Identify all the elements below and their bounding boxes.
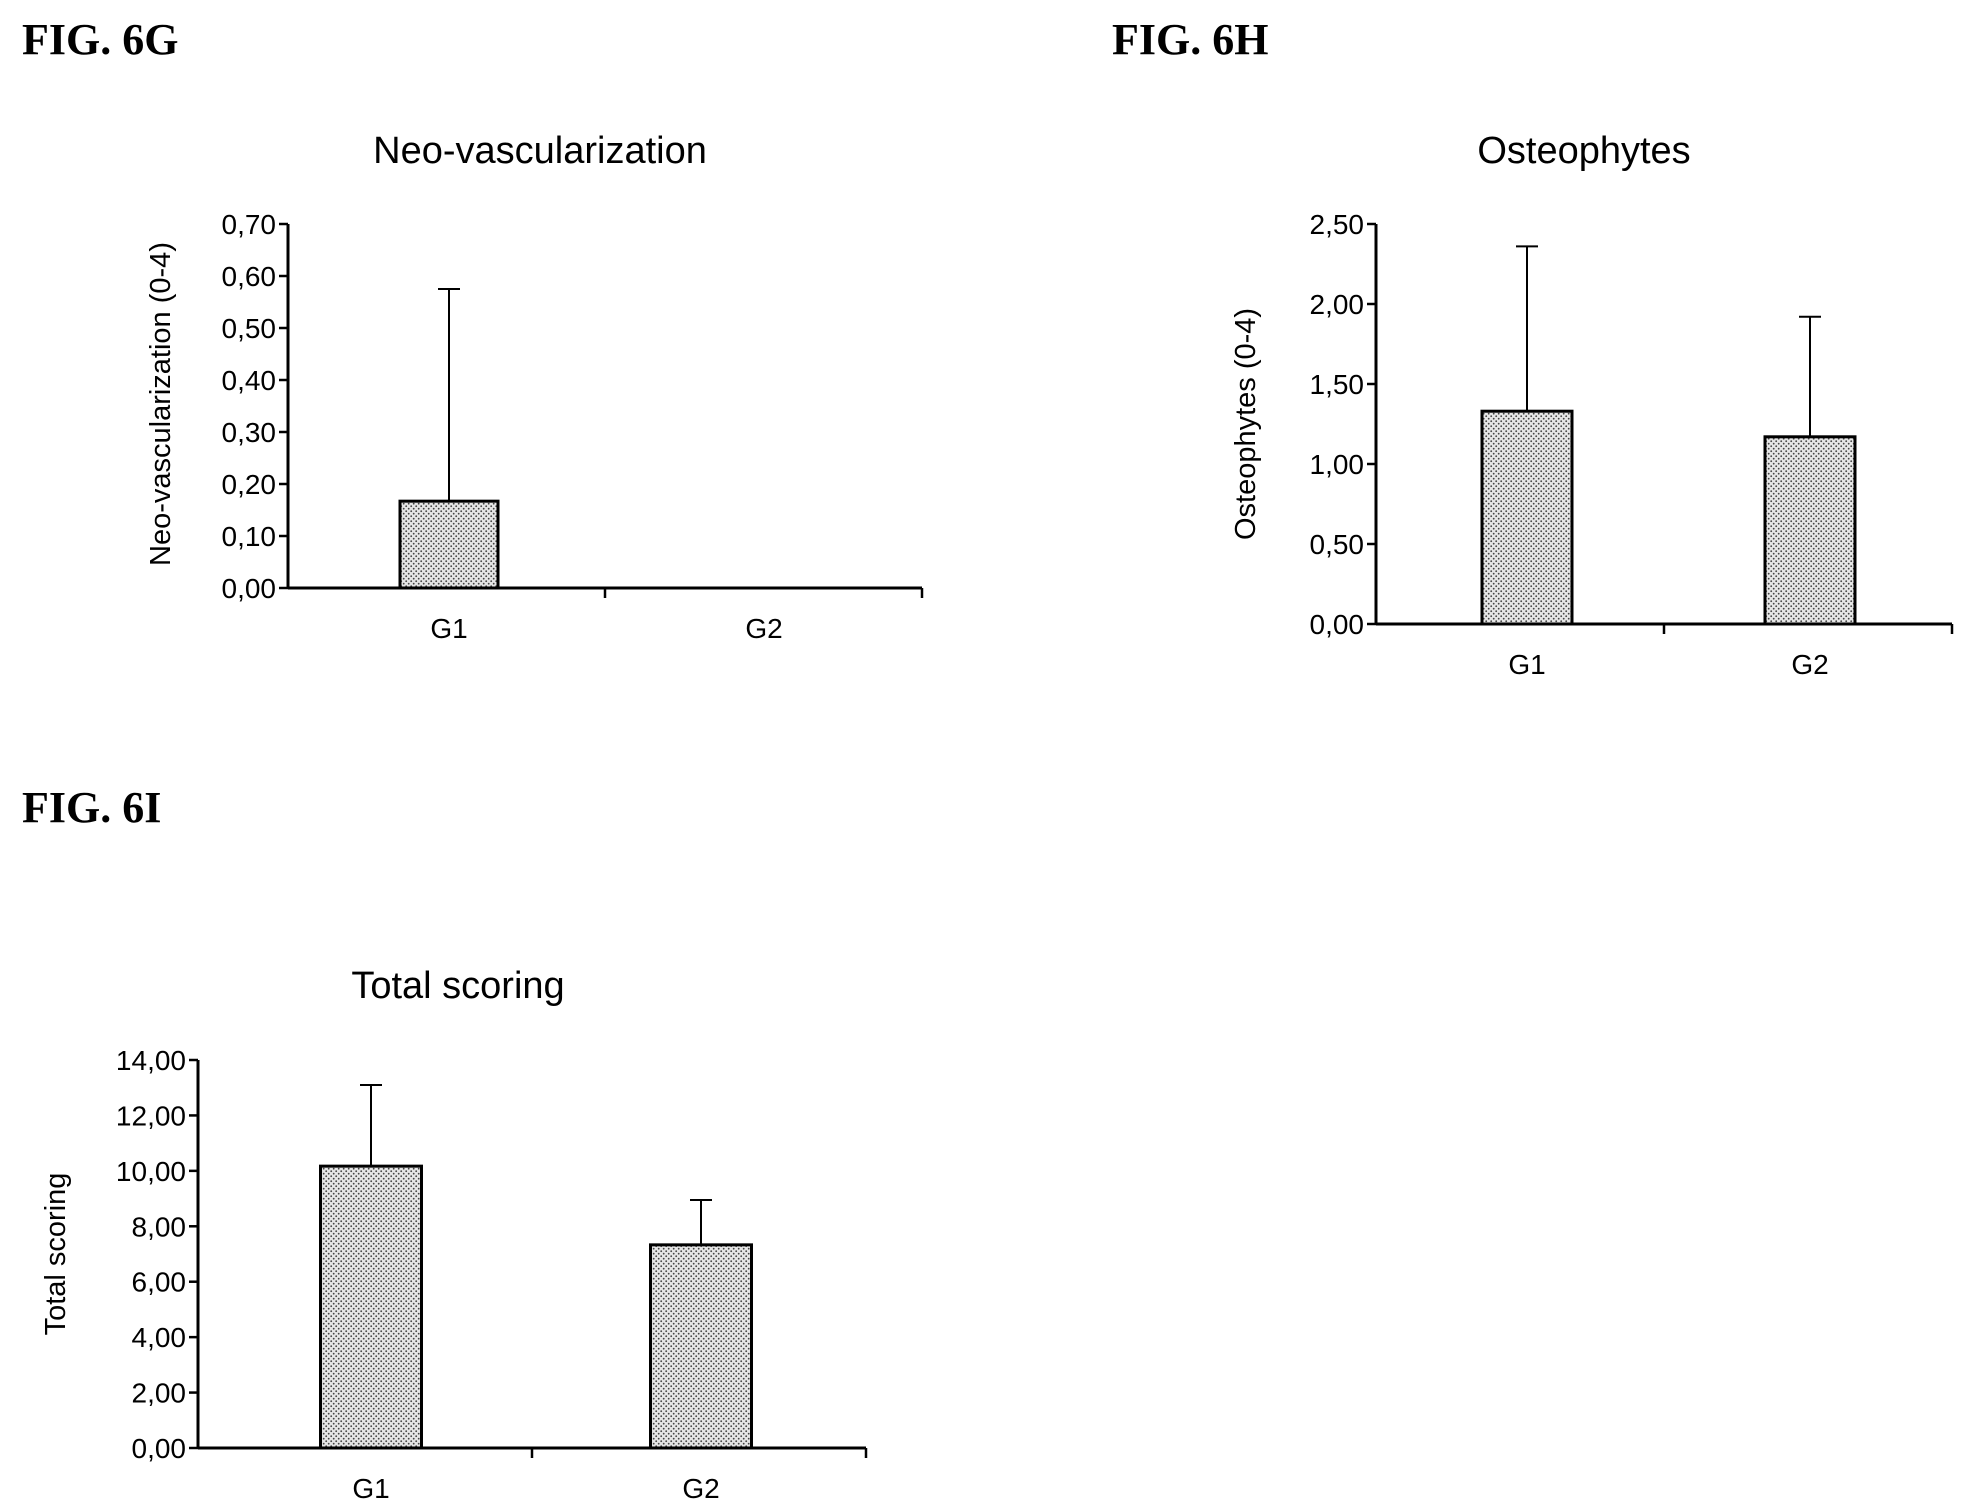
y-tick-label: 2,50 bbox=[1310, 209, 1365, 240]
y-tick-label: 0,10 bbox=[222, 521, 277, 552]
bar-g2 bbox=[1763, 435, 1857, 626]
y-tick-label: 0,00 bbox=[1310, 609, 1365, 640]
y-tick-label: 4,00 bbox=[132, 1322, 187, 1353]
y-tick-label: 2,00 bbox=[132, 1378, 187, 1409]
y-tick-label: 0,40 bbox=[222, 365, 277, 396]
y-tick-label: 0,50 bbox=[222, 313, 277, 344]
x-category-label: G2 bbox=[682, 1473, 719, 1504]
y-tick-label: 10,00 bbox=[116, 1156, 186, 1187]
bar-g2 bbox=[649, 1243, 753, 1450]
x-category-label: G2 bbox=[745, 613, 782, 644]
y-axis-label: Total scoring bbox=[40, 1173, 72, 1336]
figure-label-6h: FIG. 6H bbox=[1112, 15, 1269, 64]
y-tick-label: 2,00 bbox=[1310, 289, 1365, 320]
x-category-label: G1 bbox=[352, 1473, 389, 1504]
y-tick-label: 0,60 bbox=[222, 261, 277, 292]
x-category-label: G1 bbox=[1508, 649, 1545, 680]
y-tick-label: 6,00 bbox=[132, 1267, 187, 1298]
y-tick-label: 0,70 bbox=[222, 209, 277, 240]
y-axis-label: Neo-vascularization (0-4) bbox=[145, 242, 177, 566]
y-tick-label: 14,00 bbox=[116, 1045, 186, 1076]
bar-g1 bbox=[398, 499, 500, 590]
y-tick-label: 0,20 bbox=[222, 469, 277, 500]
bar-g1 bbox=[1480, 409, 1574, 626]
y-tick-label: 1,50 bbox=[1310, 369, 1365, 400]
x-category-label: G2 bbox=[1791, 649, 1828, 680]
bar-g1 bbox=[319, 1164, 423, 1450]
chart-title: Neo-vascularization bbox=[373, 130, 707, 172]
chart-title: Osteophytes bbox=[1477, 130, 1690, 172]
y-tick-label: 8,00 bbox=[132, 1211, 187, 1242]
y-tick-label: 0,00 bbox=[222, 573, 277, 604]
figure-label-6i: FIG. 6I bbox=[22, 783, 162, 832]
y-tick-label: 1,00 bbox=[1310, 449, 1365, 480]
y-tick-label: 0,00 bbox=[132, 1433, 187, 1464]
y-axis-label: Osteophytes (0-4) bbox=[1230, 308, 1262, 540]
x-category-label: G1 bbox=[430, 613, 467, 644]
y-tick-label: 0,50 bbox=[1310, 529, 1365, 560]
y-tick-label: 0,30 bbox=[222, 417, 277, 448]
chart-title: Total scoring bbox=[351, 965, 564, 1007]
figure-label-6g: FIG. 6G bbox=[22, 15, 179, 64]
y-tick-label: 12,00 bbox=[116, 1100, 186, 1131]
